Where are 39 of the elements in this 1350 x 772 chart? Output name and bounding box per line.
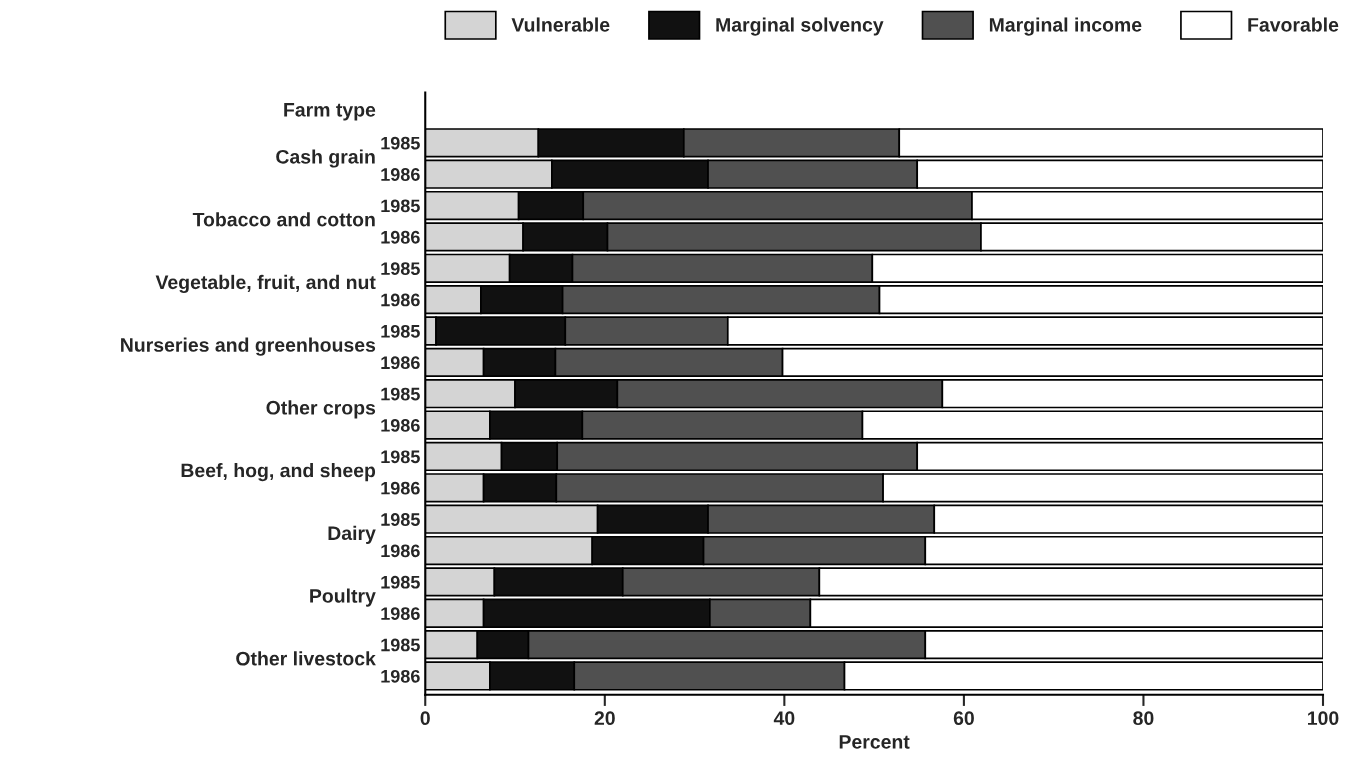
y-tick-label: 1985 [381,638,420,652]
x-tick-label: 100 [1308,711,1339,726]
y-tick-label: 1986 [381,356,420,370]
y-tick-label: 1986 [381,293,420,307]
y-tick-label: 1985 [381,450,420,464]
text: Other crops [266,400,376,419]
x-tick-label: 80 [1133,711,1154,726]
legend-label: Vulnerable [511,17,610,32]
text: Other livestock [236,651,376,666]
y-tick-label: 1986 [381,607,420,620]
legend-label: Marginal solvency [716,17,884,36]
y-tick-label: 1985 [381,575,420,589]
y-tick-label: 1985 [381,324,420,338]
legend-label: Marginal income [989,17,1142,36]
y-tick-label: 1986 [381,669,420,683]
y-tick-label: 1985 [381,513,420,526]
text: Nurseries and greenhouses [121,337,376,356]
text: Farm type [284,103,376,121]
x-tick-label: 20 [594,711,615,726]
x-tick-label: 60 [953,711,974,726]
legend-label: Favorable [1248,17,1339,32]
x-tick-label: 0 [420,711,430,726]
y-tick-label: 1985 [381,199,420,213]
x-tick-label: 40 [773,711,795,726]
y-tick-label: 1986 [381,168,420,181]
y-tick-label: 1986 [381,544,420,558]
text: Poultry [310,588,376,607]
x-axis-title: Percent [839,735,910,749]
y-tick-label: 1986 [381,419,420,432]
text: Cash grain [276,149,375,168]
y-tick-label: 1985 [381,136,420,150]
text: Beef, hog, and sheep [181,463,376,482]
y-tick-label: 1985 [381,262,420,275]
text: Tobacco and cotton [192,212,375,227]
y-tick-label: 1985 [381,387,420,401]
text: Vegetable, fruit, and nut [155,274,376,294]
y-tick-label: 1986 [381,481,420,495]
text: Dairy [328,525,376,544]
y-tick-label: 1986 [381,230,420,244]
